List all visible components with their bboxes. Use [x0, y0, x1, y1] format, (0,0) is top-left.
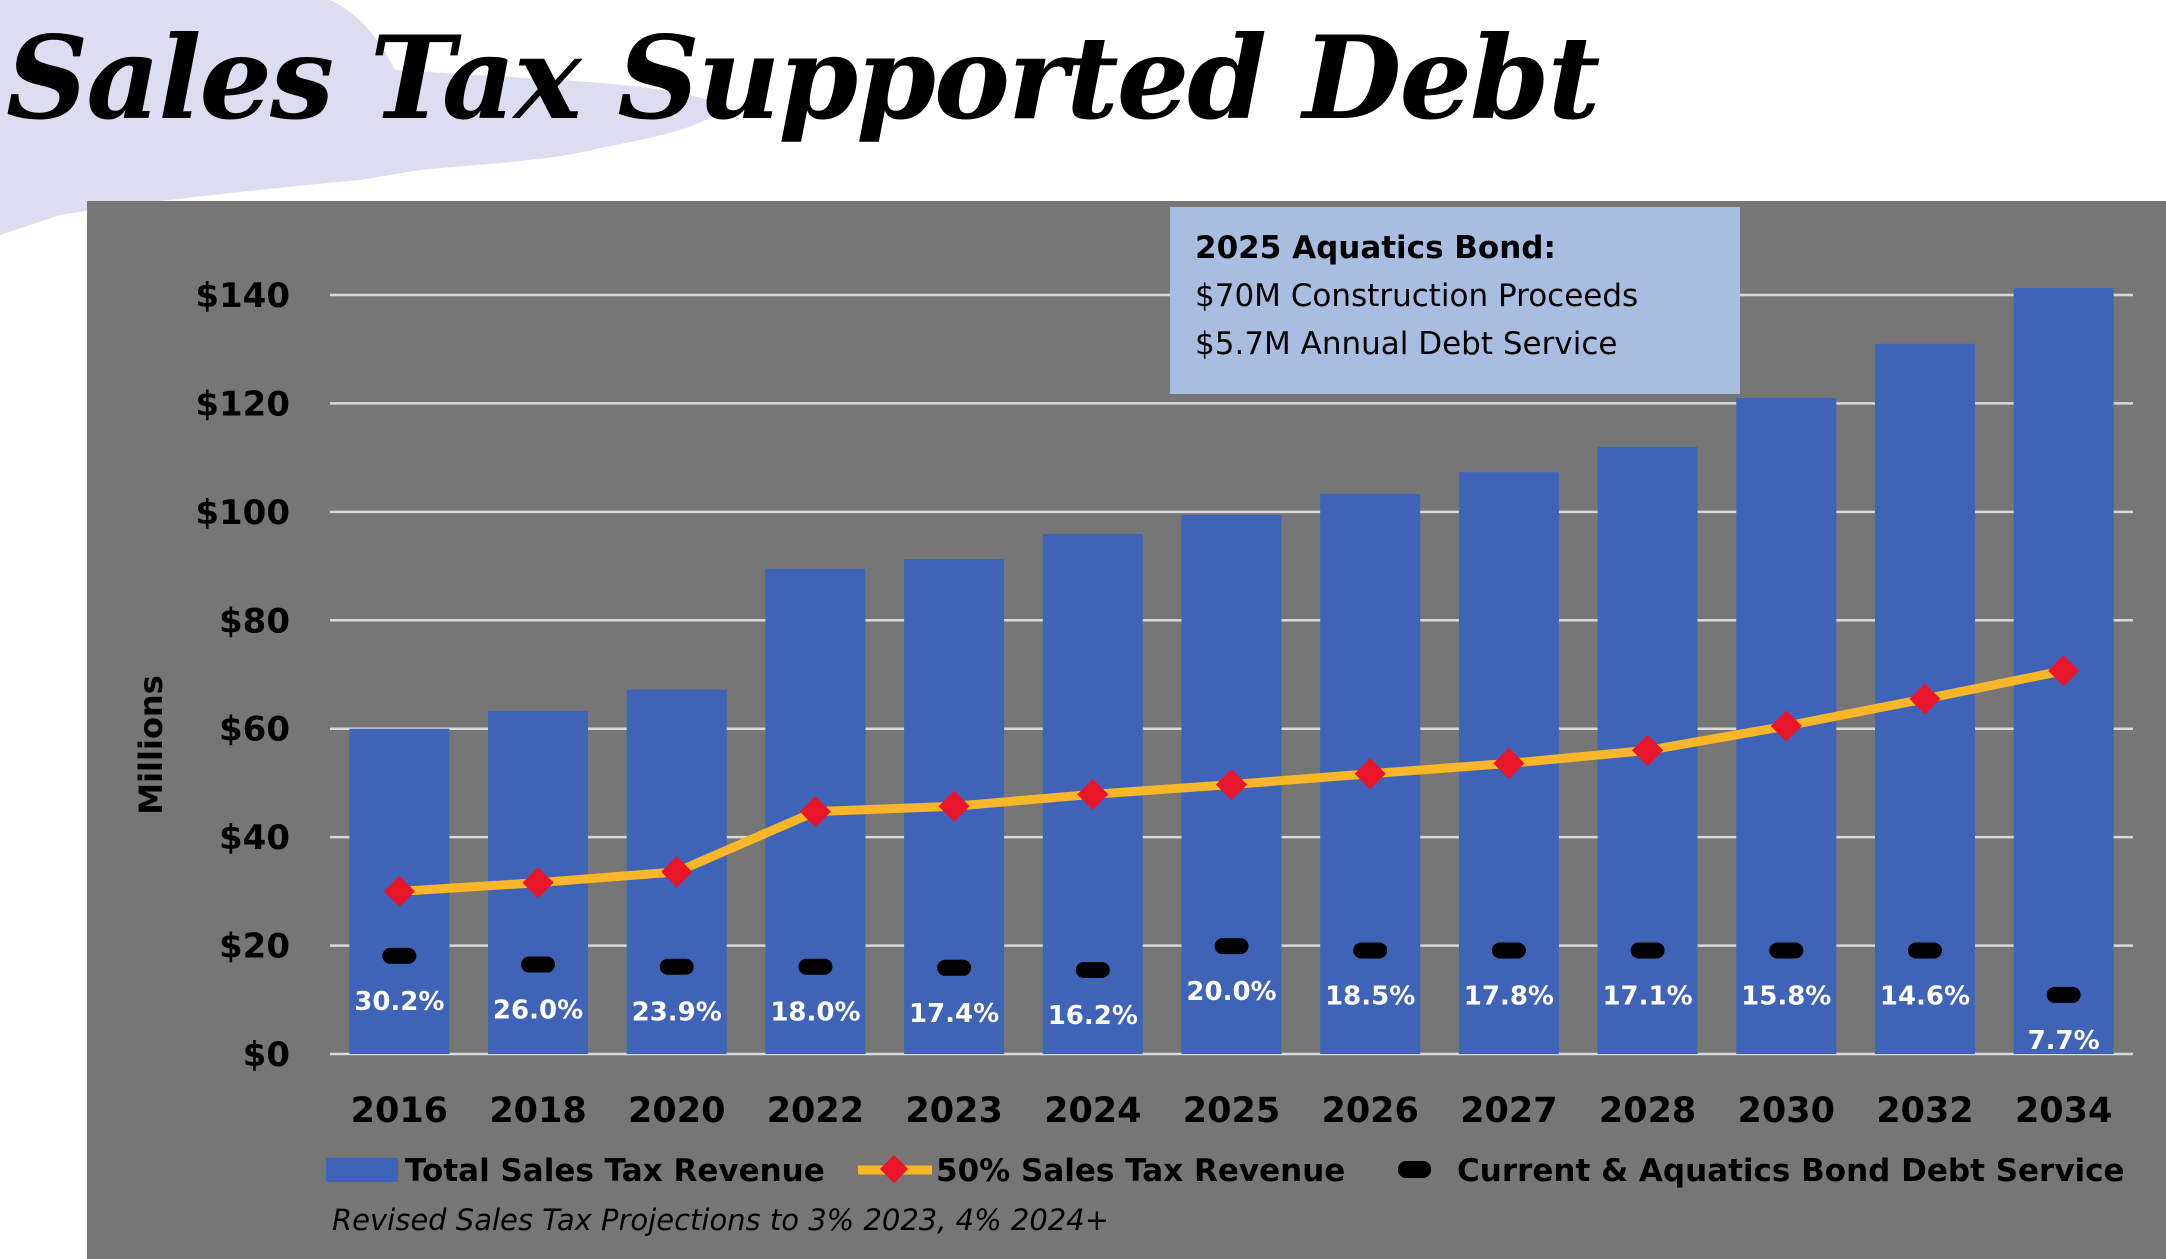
annotation-line-2: $5.7M Annual Debt Service [1195, 326, 1617, 362]
debt-marker [659, 958, 694, 975]
x-tick-label: 2018 [489, 1091, 586, 1131]
percent-label: 16.2% [1048, 1001, 1138, 1031]
percent-label: 26.0% [493, 996, 583, 1026]
debt-marker [1353, 942, 1388, 959]
y-tick-label: $60 [219, 710, 290, 750]
y-axis-ticks: $0 $20 $40 $60 $80 $100 $120 $140 [195, 276, 290, 1075]
legend-label-dash: Current & Aquatics Bond Debt Service [1457, 1153, 2125, 1189]
debt-marker [382, 947, 417, 964]
debt-marker [1214, 938, 1249, 955]
x-tick-label: 2025 [1183, 1091, 1280, 1131]
legend-label-bar: Total Sales Tax Revenue [405, 1153, 825, 1189]
debt-marker [521, 956, 556, 973]
debt-marker [1075, 961, 1110, 978]
x-tick-label: 2026 [1321, 1091, 1418, 1131]
percent-label: 17.1% [1602, 981, 1692, 1011]
x-tick-label: 2032 [1876, 1091, 1973, 1131]
y-tick-label: $140 [195, 276, 290, 316]
y-tick-label: $40 [219, 818, 290, 858]
y-tick-label: $100 [195, 493, 290, 533]
debt-marker [1907, 942, 1942, 959]
legend-swatch-bar [326, 1158, 398, 1182]
percent-label: 7.7% [2028, 1026, 2100, 1056]
debt-marker [798, 958, 833, 975]
y-tick-label: $80 [219, 601, 290, 641]
percent-labels: 30.2% 26.0% 23.9% 18.0% 17.4% 16.2% 20.0% 18.5%… [354, 977, 2099, 1056]
percent-label: 15.8% [1741, 981, 1831, 1011]
debt-marker [1769, 942, 1804, 959]
y-axis-label: Millions [132, 675, 170, 815]
footnote: Revised Sales Tax Projections to 3% 2023… [332, 1203, 1109, 1237]
title-brush-stroke [0, 0, 720, 235]
x-tick-label: 2023 [905, 1091, 1002, 1131]
annotation-title: 2025 Aquatics Bond: [1195, 230, 1556, 266]
percent-label: 17.8% [1464, 981, 1554, 1011]
percent-label: 20.0% [1186, 977, 1276, 1007]
annotation-box: 2025 Aquatics Bond: $70M Construction Pr… [1170, 207, 1740, 394]
percent-label: 14.6% [1880, 981, 1970, 1011]
debt-marker [2046, 986, 2081, 1003]
x-axis-ticks: 2016 2018 2020 2022 2023 2024 2025 2026 2027 2028… [351, 1091, 2113, 1131]
percent-label: 23.9% [632, 998, 722, 1028]
x-tick-label: 2034 [2015, 1091, 2112, 1131]
legend: Total Sales Tax Revenue 50% Sales Tax Re… [326, 1153, 2125, 1189]
line-marker [2048, 655, 2080, 687]
x-tick-label: 2022 [767, 1091, 864, 1131]
y-tick-label: $20 [219, 927, 290, 967]
x-tick-label: 2016 [351, 1091, 448, 1131]
legend-label-line: 50% Sales Tax Revenue [936, 1153, 1345, 1189]
x-tick-label: 2027 [1460, 1091, 1557, 1131]
annotation-line-1: $70M Construction Proceeds [1195, 278, 1638, 314]
slide-title: Sales Tax Supported Debt [6, 11, 1600, 145]
x-tick-label: 2030 [1738, 1091, 1835, 1131]
percent-label: 30.2% [354, 987, 444, 1017]
debt-marker [1630, 942, 1665, 959]
x-tick-label: 2024 [1044, 1091, 1141, 1131]
percent-label: 18.0% [770, 998, 860, 1028]
x-tick-label: 2028 [1599, 1091, 1696, 1131]
x-tick-label: 2020 [628, 1091, 725, 1131]
legend-swatch-dash [1398, 1161, 1431, 1178]
line-marker [383, 875, 415, 907]
y-tick-label: $0 [243, 1035, 290, 1075]
percent-label: 18.5% [1325, 981, 1415, 1011]
debt-marker [937, 959, 972, 976]
y-tick-label: $120 [195, 384, 290, 424]
debt-service-markers [382, 938, 2081, 1003]
percent-label: 17.4% [909, 999, 999, 1029]
legend-swatch-marker [879, 1154, 909, 1184]
debt-marker [1491, 942, 1526, 959]
